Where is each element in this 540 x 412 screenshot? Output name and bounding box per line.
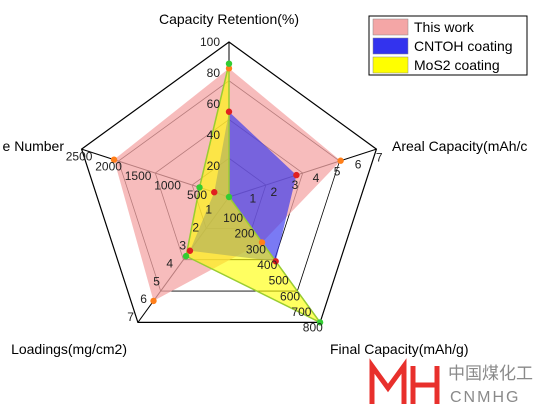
point-cntoh-coating-final-capacity-mah-g <box>272 258 279 265</box>
series-markers <box>110 60 344 326</box>
tick-e-number-500: 500 <box>187 188 207 202</box>
tick-areal-capacity-mah-c-3: 3 <box>292 178 299 192</box>
tick-final-capacity-mah-g-800: 800 <box>303 321 323 335</box>
tick-final-capacity-mah-g-100: 100 <box>223 211 243 225</box>
tick-loadings-mg-cm2-6: 6 <box>140 292 147 306</box>
point-cntoh-coating-loadings-mg-cm2 <box>186 247 194 254</box>
tick-areal-capacity-mah-c-7: 7 <box>376 151 383 165</box>
axis-title-areal-capacity-mah-c: Areal Capacity(mAh/c <box>392 138 527 154</box>
axis-title-loadings-mg-cm2: Loadings(mg/cm2) <box>11 341 127 357</box>
point-mos2-coating-e-number <box>196 184 203 191</box>
point-cntoh-coating-capacity-retention <box>225 108 233 115</box>
axis-title-final-capacity-mah-g: Final Capacity(mAh/g) <box>330 341 469 357</box>
web-ring-4 <box>80 41 378 323</box>
tick-areal-capacity-mah-c-6: 6 <box>355 158 362 172</box>
tick-capacity-retention-100: 100 <box>200 35 220 49</box>
tick-areal-capacity-mah-c-1: 1 <box>249 192 256 206</box>
point-mos2-coating-areal-capacity-mah-c <box>225 193 233 201</box>
tick-final-capacity-mah-g-500: 500 <box>269 274 289 288</box>
point-this-work-areal-capacity-mah-c <box>337 157 344 164</box>
legend-swatch-this-work <box>372 18 409 36</box>
tick-loadings-mg-cm2-1: 1 <box>205 203 212 217</box>
watermark: 中国煤化工 CNMHG <box>369 358 533 406</box>
tick-loadings-mg-cm2-7: 7 <box>127 310 134 324</box>
tick-capacity-retention-20: 20 <box>207 159 221 173</box>
tick-areal-capacity-mah-c-2: 2 <box>271 185 278 199</box>
tick-areal-capacity-mah-c-4: 4 <box>313 171 320 185</box>
legend-label-this-work: This work <box>414 19 475 35</box>
point-this-work-e-number <box>110 156 118 163</box>
point-cntoh-coating-areal-capacity-mah-c <box>293 171 300 179</box>
watermark-chinese-text: 中国煤化工 <box>448 364 533 384</box>
point-mos2-coating-final-capacity-mah-g <box>316 319 324 326</box>
tick-final-capacity-mah-g-400: 400 <box>257 258 277 272</box>
tick-capacity-retention-80: 80 <box>207 66 221 80</box>
legend-label-cntoh-coating: CNTOH coating <box>414 38 513 54</box>
tick-e-number-1500: 1500 <box>125 169 152 183</box>
legend-swatch-cntoh-coating <box>372 37 409 55</box>
axis-title-capacity-retention: Capacity Retention(%) <box>159 11 299 27</box>
point-mos2-coating-capacity-retention <box>225 60 233 67</box>
legend: This work CNTOH coating MoS2 coating <box>368 15 528 76</box>
legend-label-mos2-coating: MoS2 coating <box>414 57 500 73</box>
tick-final-capacity-mah-g-700: 700 <box>291 305 311 319</box>
tick-e-number-2000: 2000 <box>95 159 122 173</box>
series-polygons <box>114 63 341 324</box>
tick-capacity-retention-40: 40 <box>207 128 221 142</box>
tick-loadings-mg-cm2-5: 5 <box>153 274 160 288</box>
point-this-work-final-capacity-mah-g <box>258 239 266 246</box>
point-this-work-loadings-mg-cm2 <box>150 297 157 305</box>
tick-loadings-mg-cm2-4: 4 <box>166 256 173 270</box>
axis-titles: Capacity Retention(%) Areal Capacity(mAh/… <box>3 11 528 357</box>
tick-final-capacity-mah-g-600: 600 <box>280 289 300 303</box>
tick-areal-capacity-mah-c-5: 5 <box>334 164 341 178</box>
tick-final-capacity-mah-g-300: 300 <box>246 242 266 256</box>
tick-loadings-mg-cm2-2: 2 <box>192 221 199 235</box>
watermark-logo <box>369 358 440 404</box>
watermark-latin-text: CNMHG <box>450 389 520 406</box>
tick-e-number-2500: 2500 <box>66 150 93 164</box>
tick-loadings-mg-cm2-3: 3 <box>179 238 186 252</box>
tick-capacity-retention-60: 60 <box>207 97 221 111</box>
legend-swatch-mos2-coating <box>372 56 409 74</box>
tick-e-number-1000: 1000 <box>154 178 181 192</box>
point-mos2-coating-loadings-mg-cm2 <box>182 252 190 260</box>
series-area-mos2-coating <box>185 63 321 324</box>
axis-title-e-number: e Number <box>3 138 65 154</box>
point-cntoh-coating-e-number <box>211 189 218 196</box>
point-this-work-capacity-retention <box>225 65 233 72</box>
tick-final-capacity-mah-g-200: 200 <box>234 227 254 241</box>
